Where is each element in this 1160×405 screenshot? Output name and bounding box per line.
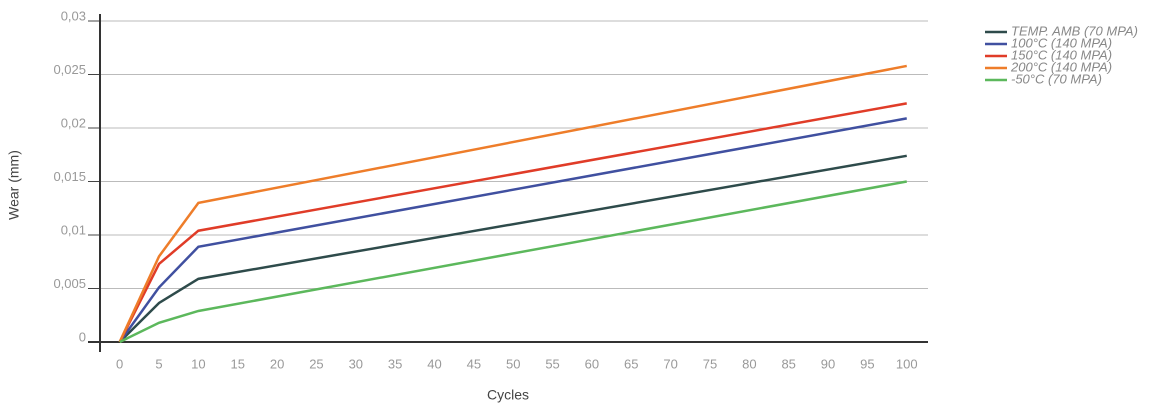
series-line (118, 154, 907, 343)
legend-label: -50°C (70 MPA) (1011, 71, 1102, 86)
x-tick-label: 100 (896, 356, 918, 371)
legend-label: TEMP. AMB (70 MPA) (1011, 23, 1138, 38)
x-tick-label: 85 (781, 356, 795, 371)
series-line (118, 102, 907, 343)
series-line (118, 117, 907, 343)
y-tick-label: 0,01 (61, 222, 86, 237)
x-axis-label: Cycles (487, 387, 529, 403)
legend-label: 200°C (140 MPA) (1010, 59, 1112, 74)
legend-label: 100°C (140 MPA) (1011, 35, 1112, 50)
y-axis-label: Wear (mm) (6, 150, 22, 220)
x-tick-label: 95 (860, 356, 874, 371)
x-tick-label: 75 (703, 356, 717, 371)
y-tick-label: 0,02 (61, 115, 86, 130)
y-tick-label: 0,005 (53, 276, 86, 291)
series-line (118, 64, 907, 343)
x-tick-label: 80 (742, 356, 756, 371)
x-tick-label: 60 (585, 356, 599, 371)
x-tick-label: 10 (191, 356, 205, 371)
y-tick-label: 0,015 (53, 169, 86, 184)
x-tick-label: 15 (231, 356, 245, 371)
x-tick-label: 25 (309, 356, 323, 371)
y-tick-label: 0,025 (53, 62, 86, 77)
x-tick-label: 50 (506, 356, 520, 371)
y-tick-label: 0 (79, 329, 86, 344)
x-tick-label: 20 (270, 356, 284, 371)
x-tick-label: 30 (349, 356, 363, 371)
x-tick-label: 40 (427, 356, 441, 371)
x-tick-label: 70 (663, 356, 677, 371)
x-tick-label: 45 (467, 356, 481, 371)
legend-label: 150°C (140 MPA) (1011, 47, 1112, 62)
x-tick-label: 55 (545, 356, 559, 371)
x-tick-label: 35 (388, 356, 402, 371)
series-line (119, 180, 907, 344)
x-tick-label: 0 (116, 356, 123, 371)
x-tick-label: 90 (821, 356, 835, 371)
y-tick-label: 0,03 (61, 8, 86, 23)
x-tick-label: 65 (624, 356, 638, 371)
x-tick-label: 5 (155, 356, 162, 371)
